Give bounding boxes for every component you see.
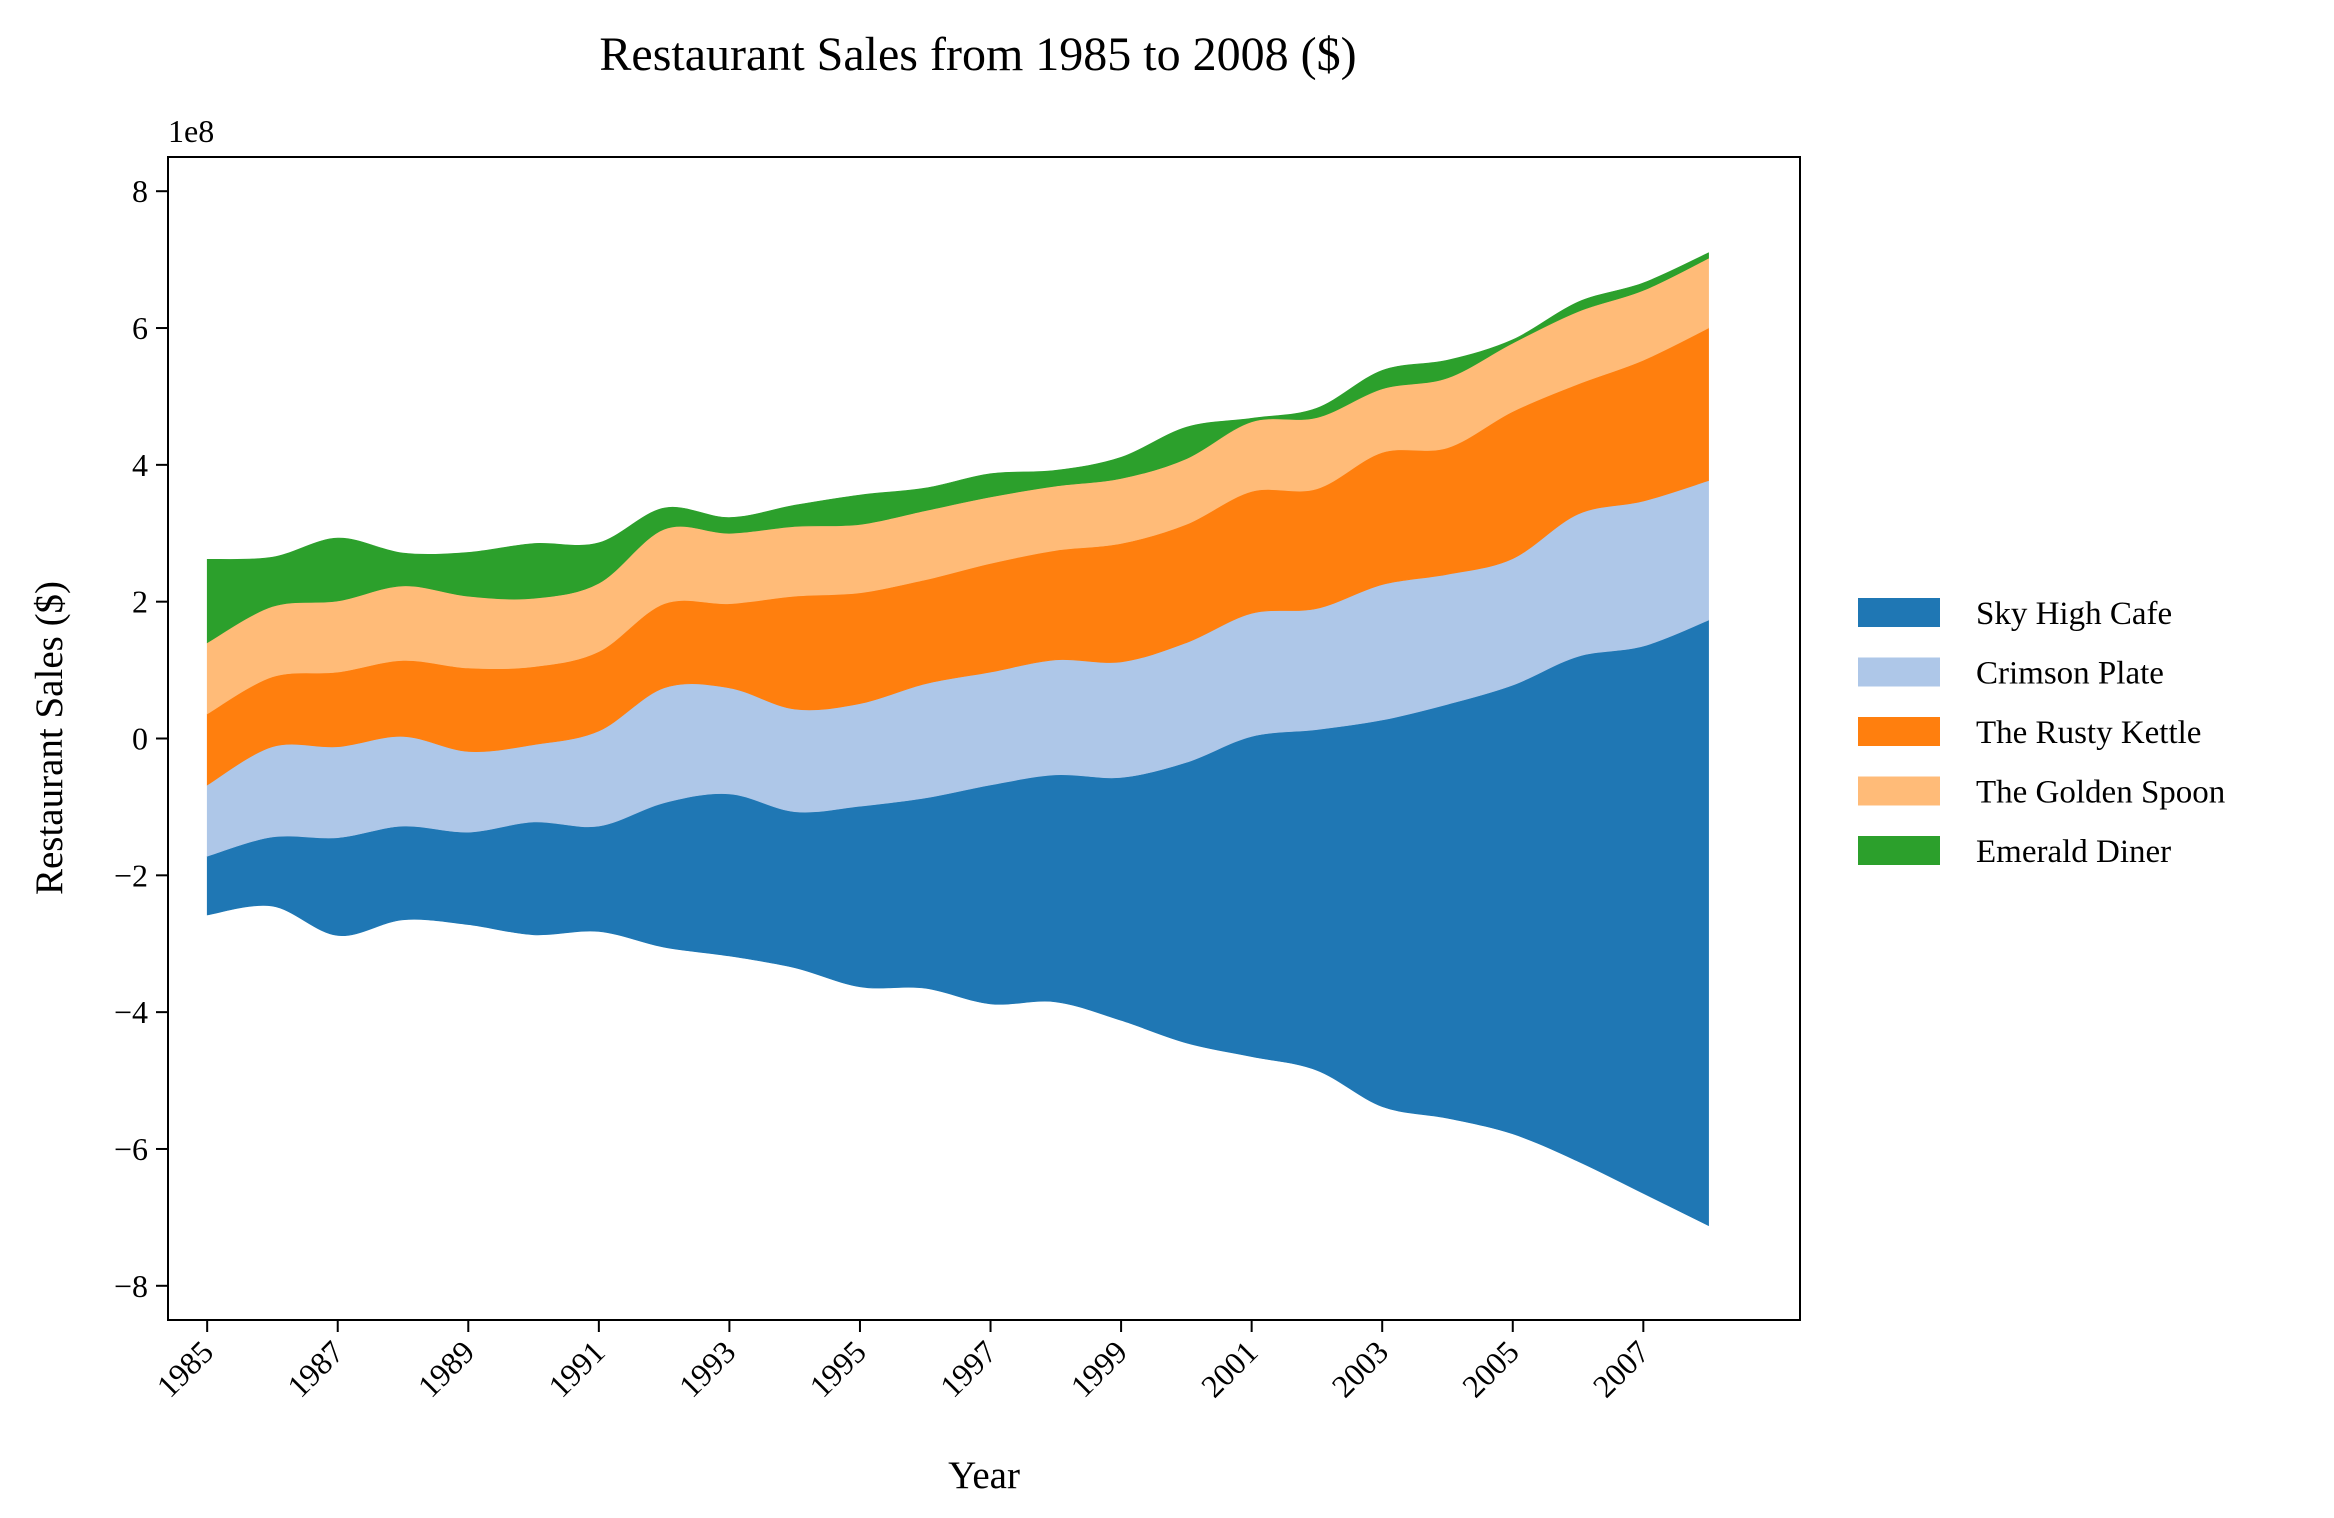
- legend-swatch: [1858, 776, 1940, 806]
- y-tick-label: −8: [114, 1268, 148, 1304]
- y-axis: −8 −6 −4 −2 0 2 4 6 8: [114, 173, 168, 1304]
- legend-label: The Rusty Kettle: [1976, 715, 2201, 751]
- legend-swatch: [1858, 598, 1940, 627]
- y-tick-label: 4: [132, 447, 148, 483]
- legend: Sky High Cafe Crimson Plate The Rusty Kett…: [1858, 596, 2225, 870]
- legend-swatch: [1858, 657, 1940, 687]
- legend-label: Crimson Plate: [1976, 656, 2164, 692]
- x-tick-label: 2005: [1455, 1333, 1526, 1404]
- x-axis: 1985 1987 1989 1991 1993 1995 1997 1999 2001 2003…: [149, 1320, 1656, 1404]
- y-tick-label: −4: [114, 994, 148, 1030]
- x-tick-label: 2001: [1194, 1333, 1265, 1404]
- legend-label: Emerald Diner: [1976, 834, 2171, 870]
- x-tick-label: 1991: [541, 1333, 612, 1404]
- chart-title: Restaurant Sales from 1985 to 2008 ($): [599, 28, 1356, 81]
- x-tick-label: 1993: [672, 1333, 743, 1404]
- y-tick-label: 2: [132, 584, 148, 620]
- x-tick-label: 2003: [1324, 1333, 1395, 1404]
- y-tick-label: −2: [114, 857, 148, 893]
- y-tick-label: −6: [114, 1131, 148, 1167]
- series-emerald-diner: [206, 252, 1709, 644]
- y-offset-label: 1e8: [168, 113, 214, 149]
- x-tick-label: 2007: [1586, 1333, 1657, 1404]
- legend-swatch: [1858, 717, 1940, 746]
- x-tick-label: 1987: [280, 1333, 351, 1404]
- legend-label: Sky High Cafe: [1976, 596, 2172, 632]
- y-axis-label: Restaurant Sales ($): [28, 581, 71, 895]
- y-tick-label: 0: [132, 721, 148, 757]
- y-tick-label: 6: [132, 310, 148, 346]
- x-tick-label: 1999: [1063, 1333, 1134, 1404]
- y-tick-label: 8: [132, 173, 148, 209]
- x-tick-label: 1989: [411, 1333, 482, 1404]
- x-tick-label: 1997: [933, 1333, 1004, 1404]
- stream-layers: [206, 252, 1709, 1227]
- legend-swatch: [1858, 836, 1940, 865]
- legend-label: The Golden Spoon: [1976, 775, 2225, 811]
- x-tick-label: 1995: [802, 1333, 873, 1404]
- x-axis-label: Year: [948, 1454, 1020, 1497]
- x-tick-label: 1985: [149, 1333, 220, 1404]
